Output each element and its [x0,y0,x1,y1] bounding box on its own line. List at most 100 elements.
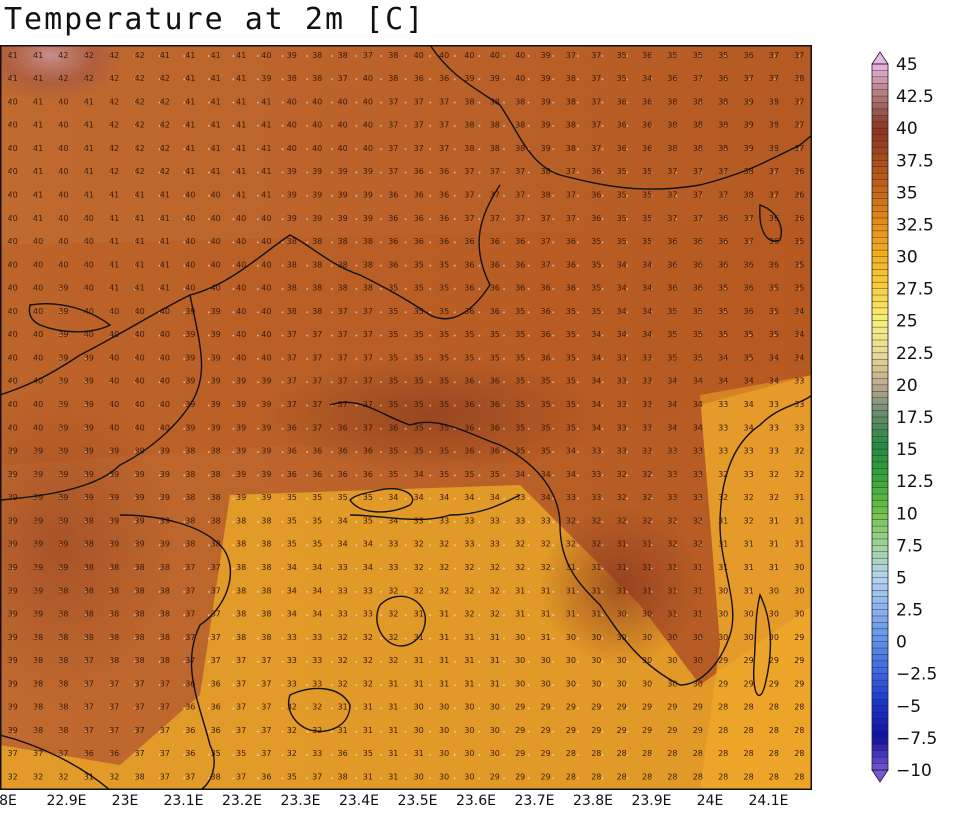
value-label: 38 [718,121,728,130]
value-label: 37 [236,726,246,735]
value-label: 33 [312,679,322,688]
value-label: 29 [566,703,576,712]
colorbar-band [872,352,888,360]
value-label: 32 [794,470,804,479]
value-label: 40 [185,284,195,293]
value-label: 35 [642,214,652,223]
colorbar-top-arrow [871,51,889,65]
value-label: 36 [490,307,500,316]
value-label: 36 [794,214,804,223]
value-label: 40 [58,191,68,200]
value-label: 34 [312,586,322,595]
value-label: 33 [718,447,728,456]
value-label: 33 [744,447,754,456]
value-label: 36 [566,260,576,269]
value-label: 39 [541,51,551,60]
value-label: 33 [414,516,424,525]
colorbar-band [872,455,888,463]
value-label: 39 [211,354,221,363]
value-label: 37 [135,749,145,758]
colorbar-band [872,468,888,476]
value-label: 35 [617,74,627,83]
value-label: 35 [490,330,500,339]
value-label: 28 [718,773,728,782]
colorbar-label: −10 [896,761,932,781]
value-label: 40 [211,237,221,246]
value-label: 39 [363,167,373,176]
value-label: 41 [236,74,246,83]
colorbar-band [872,564,888,572]
colorbar-band [872,141,888,148]
value-label: 35 [667,330,677,339]
value-label: 34 [312,610,322,619]
value-label: 38 [566,97,576,106]
value-label: 39 [211,377,221,386]
value-label: 36 [185,749,195,758]
value-label: 33 [312,656,322,665]
value-label: 39 [287,214,297,223]
value-label: 35 [515,354,525,363]
value-label: 38 [84,633,94,642]
colorbar-band [872,262,888,270]
value-label: 31 [769,516,779,525]
value-label: 37 [236,679,246,688]
colorbar-band [872,160,888,167]
value-label: 33 [287,656,297,665]
value-label: 31 [338,726,348,735]
value-label: 31 [769,563,779,572]
value-label: 38 [363,284,373,293]
value-label: 40 [135,354,145,363]
value-label: 31 [617,586,627,595]
value-label: 41 [8,51,18,60]
value-label: 31 [464,679,474,688]
value-label: 38 [541,191,551,200]
value-label: 38 [769,144,779,153]
value-label: 40 [8,284,18,293]
value-label: 36 [211,679,221,688]
value-label: 38 [388,51,398,60]
value-label: 39 [287,51,297,60]
colorbar-band [872,680,888,687]
colorbar-label: 15 [896,440,918,460]
value-label: 33 [617,447,627,456]
value-label: 29 [642,703,652,712]
value-label: 37 [211,656,221,665]
value-label: 31 [363,726,373,735]
value-label: 28 [794,726,804,735]
value-label: 41 [33,51,43,60]
value-label: 39 [109,447,119,456]
value-label: 37 [414,121,424,130]
coastline-north [429,45,812,190]
value-label: 36 [744,51,754,60]
value-label: 28 [769,773,779,782]
colorbar-band [872,250,888,257]
value-label: 39 [185,330,195,339]
value-label: 36 [541,307,551,316]
value-label: 37 [744,74,754,83]
value-label: 29 [794,679,804,688]
value-label: 30 [642,656,652,665]
colorbar: 45 42.5 40 37.5 35 32.5 30 27.5 25 22.5 20 17.5 15 12… [871,51,937,783]
value-label: 33 [642,423,652,432]
value-label: 37 [388,97,398,106]
value-label: 32 [388,610,398,619]
value-label: 35 [515,423,525,432]
value-label: 35 [414,307,424,316]
value-label: 34 [439,493,449,502]
value-label: 41 [160,284,170,293]
value-label: 37 [185,773,195,782]
value-label: 42 [160,167,170,176]
value-label: 36 [566,237,576,246]
value-label: 40 [33,377,43,386]
value-label: 39 [58,516,68,525]
colorbar-band [872,224,888,232]
value-label: 32 [490,563,500,572]
value-label: 36 [769,260,779,269]
value-label: 39 [236,470,246,479]
value-label: 39 [84,400,94,409]
value-label: 39 [160,540,170,549]
value-label: 33 [693,447,703,456]
value-label: 37 [84,679,94,688]
coastline-island-sw [28,303,112,333]
value-label: 32 [642,493,652,502]
